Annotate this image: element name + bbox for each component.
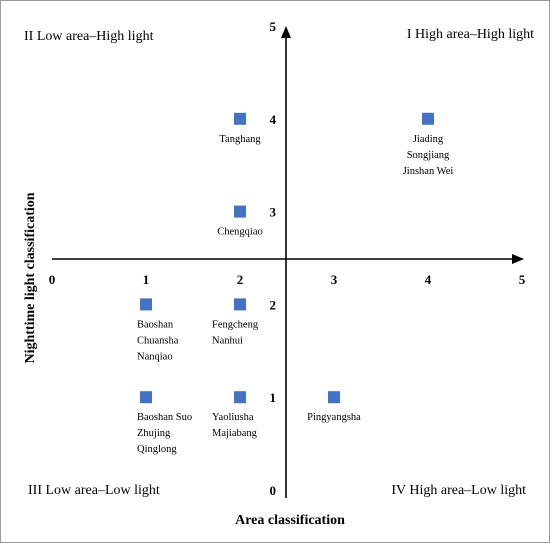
y-tick-labels: 0 1 2 3 4 5 bbox=[270, 19, 277, 498]
data-point-3 bbox=[140, 298, 152, 311]
data-point-0 bbox=[234, 112, 246, 125]
data-points: Tanghang Jiading Songjiang Jinshan Wei Cheng… bbox=[137, 112, 454, 455]
data-label-2-0: Chengqiao bbox=[217, 227, 263, 238]
x-tick-labels: 0 1 2 3 4 5 bbox=[49, 272, 526, 287]
data-label-0-0: Tanghang bbox=[219, 134, 261, 145]
data-label-5-2: Qinglong bbox=[137, 444, 177, 455]
x-tick-label-2: 2 bbox=[237, 272, 244, 287]
y-axis-label: Nighttime light classification bbox=[23, 192, 38, 363]
data-label-3-0: Baoshan bbox=[137, 319, 174, 330]
quadrant-label-bottom-left: III Low area–Low light bbox=[28, 483, 160, 498]
data-label-1-0: Jiading bbox=[413, 134, 444, 145]
data-label-4-1: Nanhui bbox=[212, 335, 243, 346]
data-point-7 bbox=[328, 391, 340, 404]
quadrant-label-bottom-right: IV High area–Low light bbox=[391, 483, 526, 498]
data-label-5-1: Zhujing bbox=[137, 428, 171, 439]
data-point-5 bbox=[140, 391, 152, 404]
data-label-3-1: Chuansha bbox=[137, 335, 179, 346]
y-tick-label-2: 2 bbox=[270, 297, 277, 312]
data-label-1-1: Songjiang bbox=[407, 150, 450, 161]
y-tick-label-5: 5 bbox=[270, 19, 277, 34]
data-label-6-1: Majiabang bbox=[212, 428, 258, 439]
x-tick-label-3: 3 bbox=[331, 272, 338, 287]
data-label-3-2: Nanqiao bbox=[137, 351, 173, 362]
data-point-2 bbox=[234, 205, 246, 218]
quadrant-label-top-left: II Low area–High light bbox=[24, 29, 154, 44]
x-tick-label-1: 1 bbox=[143, 272, 150, 287]
data-label-4-0: Fengcheng bbox=[212, 319, 259, 330]
x-axis-label: Area classification bbox=[235, 513, 345, 528]
data-label-5-0: Baoshan Suo bbox=[137, 412, 192, 423]
x-tick-label-4: 4 bbox=[425, 272, 432, 287]
data-label-7-0: Pingyangsha bbox=[307, 412, 361, 423]
data-label-6-0: Yaoliusha bbox=[212, 412, 254, 423]
y-tick-label-1: 1 bbox=[270, 390, 277, 405]
quadrant-label-top-right: I High area–High light bbox=[407, 27, 534, 42]
data-point-1 bbox=[422, 112, 434, 125]
x-tick-label-0: 0 bbox=[49, 272, 56, 287]
y-tick-label-4: 4 bbox=[270, 112, 277, 127]
data-point-6 bbox=[234, 391, 246, 404]
y-tick-label-0: 0 bbox=[270, 483, 277, 498]
data-point-4 bbox=[234, 298, 246, 311]
x-tick-label-5: 5 bbox=[519, 272, 526, 287]
data-label-1-2: Jinshan Wei bbox=[403, 166, 454, 177]
y-tick-label-3: 3 bbox=[270, 205, 277, 220]
